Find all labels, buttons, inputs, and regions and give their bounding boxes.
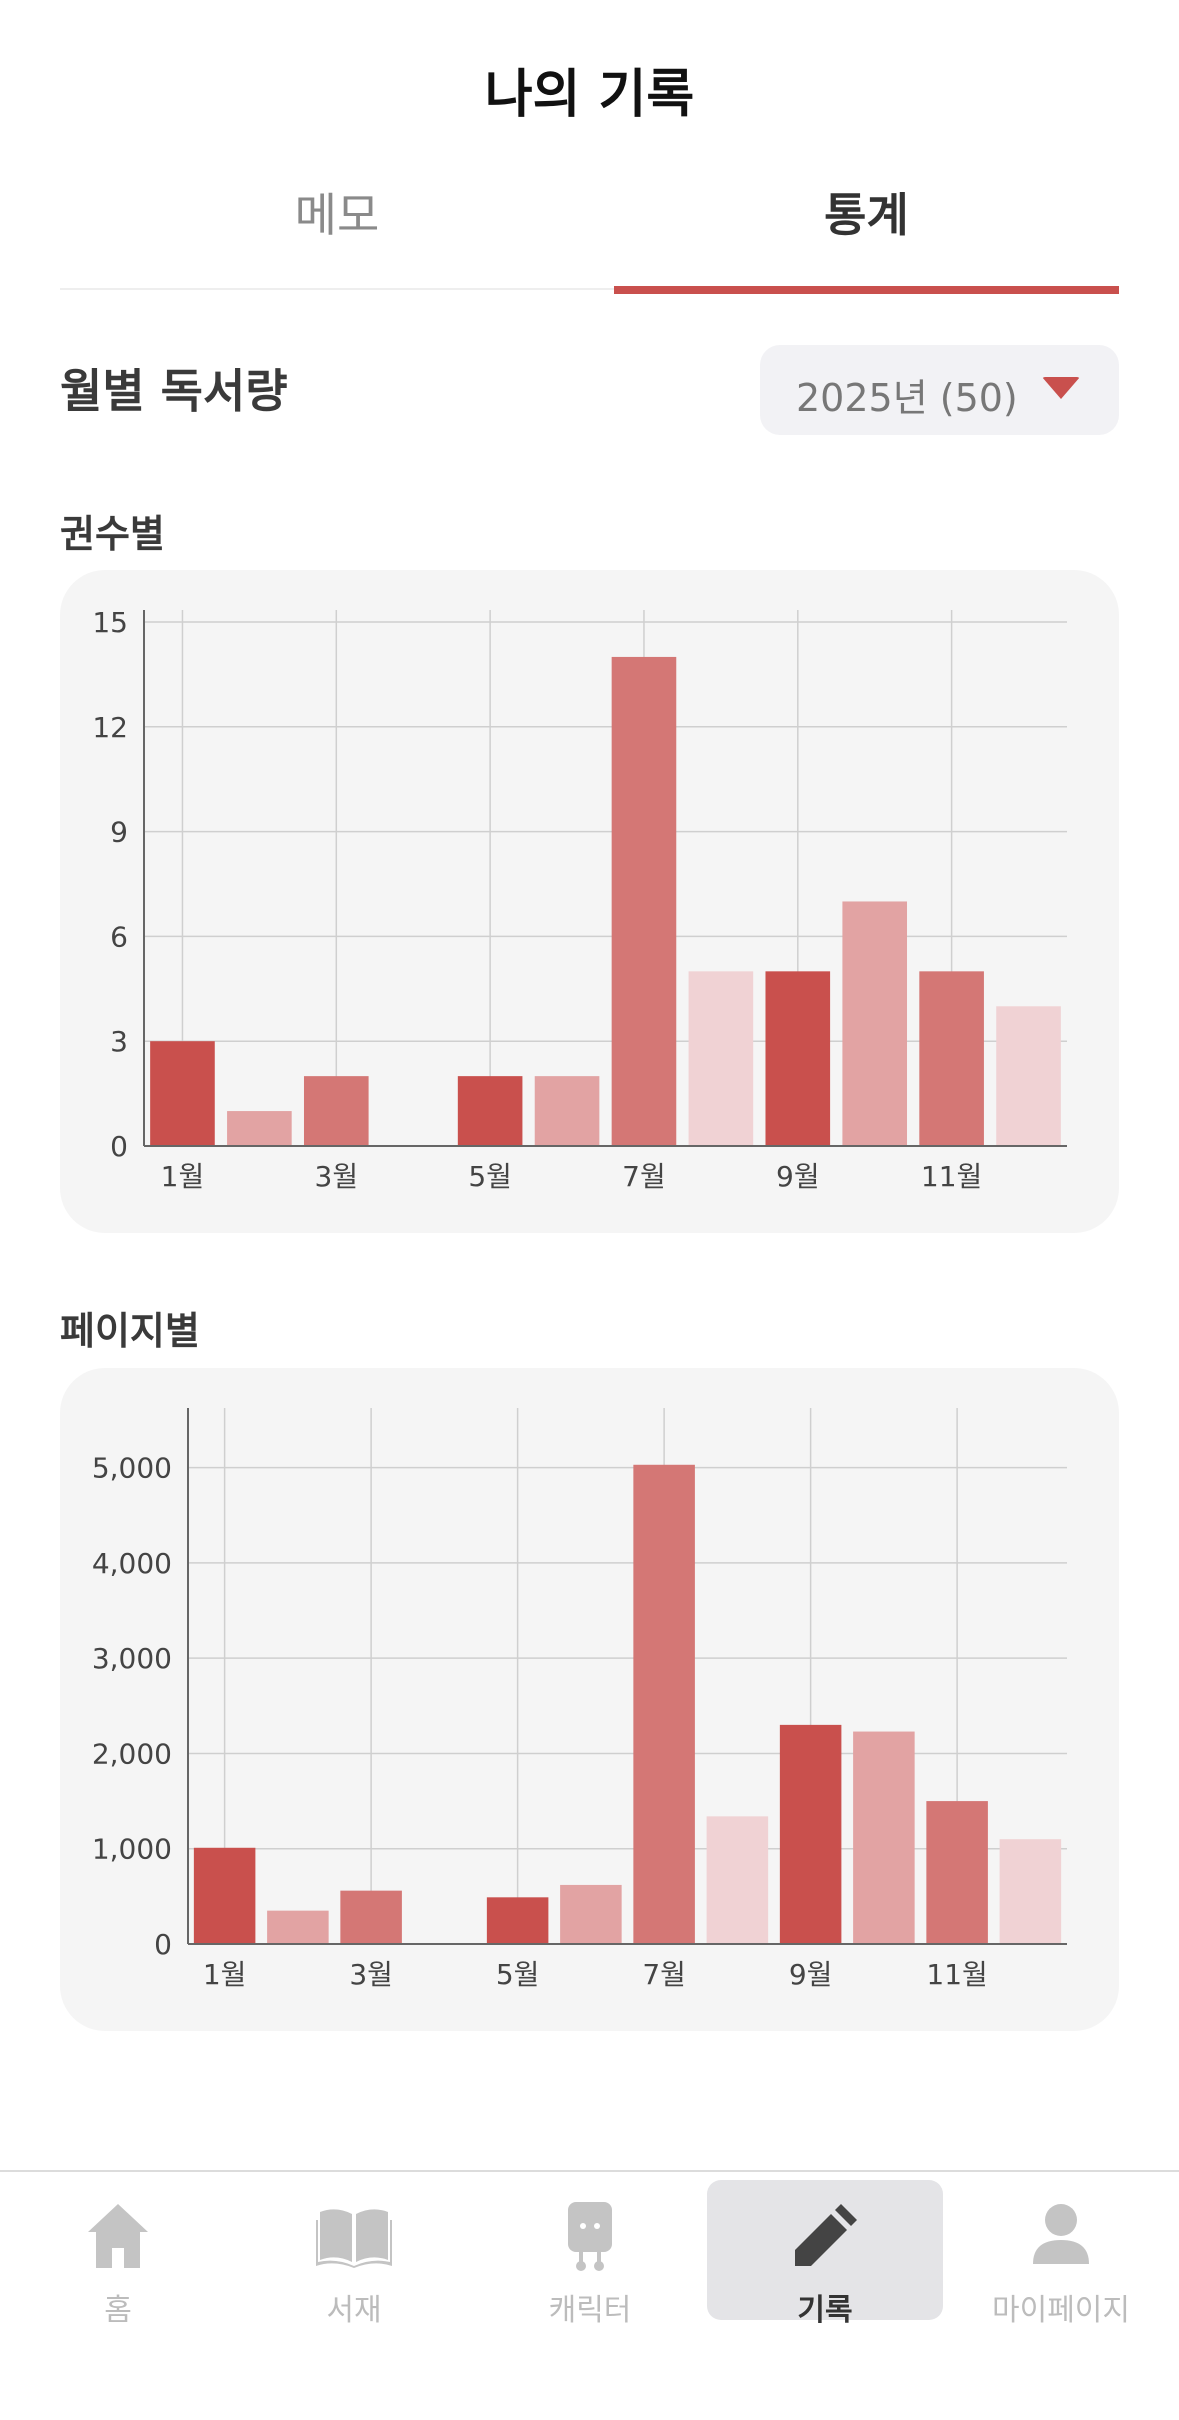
y-tick-label: 3,000 <box>92 1642 172 1675</box>
section-title: 월별 독서량 <box>60 364 288 418</box>
y-tick-label: 15 <box>92 606 128 639</box>
bar-3월[interactable] <box>340 1890 402 1944</box>
nav-character-label: 캐릭터 <box>548 2293 632 2328</box>
x-tick-label: 1월 <box>203 1958 247 1991</box>
pencil-icon <box>707 2200 943 2272</box>
y-tick-label: 4,000 <box>92 1547 172 1580</box>
nav-records[interactable]: 기록 <box>707 2180 943 2328</box>
y-tick-label: 6 <box>110 920 128 953</box>
bar-7월[interactable] <box>611 656 677 1146</box>
bar-12월[interactable] <box>996 1006 1061 1146</box>
pages-chart-card: 0 1,000 2,000 3,000 4,000 5,000 1월 3월 5월 7월 9월 11월 <box>60 1368 1119 2031</box>
nav-records-label: 기록 <box>797 2293 853 2328</box>
x-tick-label: 5월 <box>496 1958 540 1991</box>
caret-down-icon <box>1042 377 1080 399</box>
x-tick-label: 9월 <box>776 1160 820 1193</box>
bar-10월[interactable] <box>842 901 908 1146</box>
tab-stats[interactable]: 통계 <box>614 175 1119 294</box>
x-tick-label: 11월 <box>921 1160 982 1193</box>
home-icon <box>0 2200 236 2272</box>
x-tick-label: 9월 <box>789 1958 833 1991</box>
x-tick-label: 3월 <box>315 1160 359 1193</box>
x-tick-label: 5월 <box>468 1160 512 1193</box>
character-icon <box>472 2200 708 2272</box>
person-icon <box>943 2200 1179 2272</box>
tab-bar: 메모 통계 <box>60 175 1119 294</box>
tab-memo[interactable]: 메모 <box>294 188 380 242</box>
bar-6월[interactable] <box>534 1076 600 1146</box>
bar-12월[interactable] <box>999 1839 1062 1944</box>
pages-chart-label: 페이지별 <box>60 1309 200 1353</box>
nav-library[interactable]: 서재 <box>236 2180 472 2328</box>
x-tick-label: 3월 <box>349 1958 393 1991</box>
bar-8월[interactable] <box>706 1816 769 1944</box>
x-tick-label: 11월 <box>926 1958 987 1991</box>
bar-5월[interactable] <box>486 1897 549 1944</box>
y-tick-label: 0 <box>154 1928 172 1961</box>
bar-2월[interactable] <box>267 1910 329 1944</box>
book-icon <box>236 2200 472 2272</box>
x-tick-label: 7월 <box>642 1958 686 1991</box>
y-tick-label: 0 <box>110 1130 128 1163</box>
nav-mypage[interactable]: 마이페이지 <box>943 2180 1179 2328</box>
bar-11월[interactable] <box>926 1801 988 1944</box>
y-tick-label: 3 <box>110 1025 128 1058</box>
bar-3월[interactable] <box>303 1076 369 1146</box>
active-tab-indicator <box>614 286 1119 294</box>
nav-home[interactable]: 홈 <box>0 2180 236 2328</box>
nav-mypage-label: 마이페이지 <box>992 2293 1130 2328</box>
bar-1월[interactable] <box>150 1041 215 1146</box>
nav-character[interactable]: 캐릭터 <box>472 2180 708 2328</box>
bar-1월[interactable] <box>193 1847 256 1944</box>
bar-2월[interactable] <box>227 1111 292 1146</box>
bar-6월[interactable] <box>560 1884 622 1944</box>
y-tick-label: 12 <box>92 711 128 744</box>
bar-9월[interactable] <box>779 1724 842 1944</box>
year-dropdown[interactable]: 2025년 (50) <box>760 345 1119 435</box>
books-chart-card: 0 3 6 9 12 15 1월 3월 5월 7월 9월 11월 <box>60 570 1119 1233</box>
y-tick-label: 2,000 <box>92 1737 172 1770</box>
x-tick-label: 1월 <box>161 1160 205 1193</box>
bar-11월[interactable] <box>919 971 984 1146</box>
nav-home-label: 홈 <box>104 2293 132 2328</box>
bar-5월[interactable] <box>457 1076 523 1146</box>
page-title: 나의 기록 <box>484 65 695 125</box>
tab-stats-label: 통계 <box>824 188 909 242</box>
y-tick-label: 9 <box>110 816 128 849</box>
bar-8월[interactable] <box>688 971 754 1146</box>
bar-9월[interactable] <box>765 971 831 1146</box>
pages-bar-chart: 0 1,000 2,000 3,000 4,000 5,000 1월 3월 5월 7월 9월 11월 <box>92 1408 1067 1991</box>
books-chart-label: 권수별 <box>60 512 165 556</box>
x-tick-label: 7월 <box>622 1160 666 1193</box>
bottom-nav: 홈 서재 캐릭터 기록 마이페이지 <box>0 2170 1179 2420</box>
bar-10월[interactable] <box>853 1731 915 1944</box>
year-dropdown-value: 2025년 (50) <box>796 376 1018 420</box>
nav-library-label: 서재 <box>326 2293 382 2328</box>
y-tick-label: 5,000 <box>92 1452 172 1485</box>
bar-7월[interactable] <box>633 1464 695 1944</box>
books-bar-chart: 0 3 6 9 12 15 1월 3월 5월 7월 9월 11월 <box>92 606 1067 1193</box>
y-tick-label: 1,000 <box>92 1833 172 1866</box>
